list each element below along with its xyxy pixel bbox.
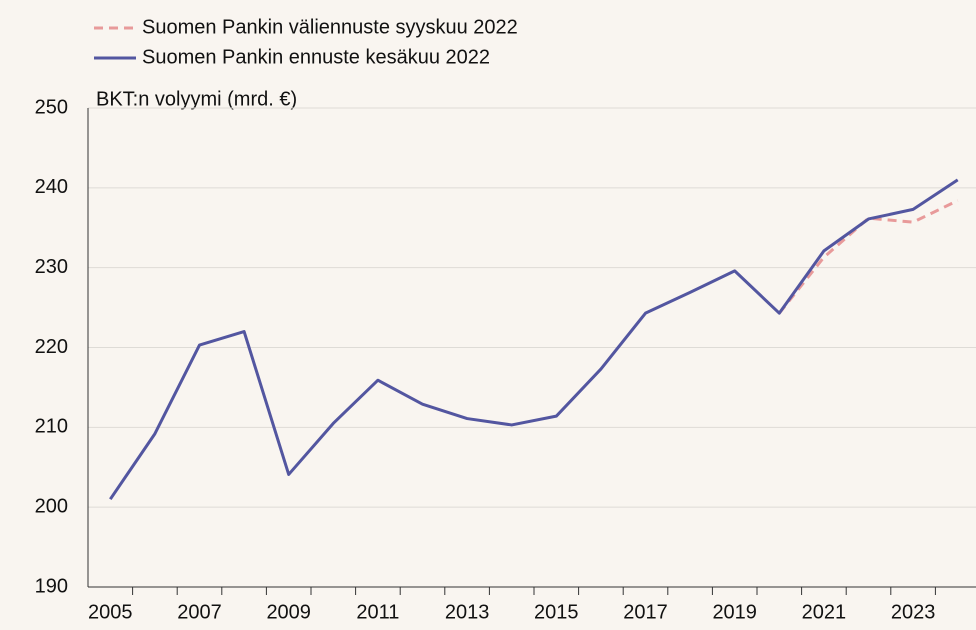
y-tick-label: 200 (35, 495, 68, 517)
y-tick-label: 230 (35, 256, 68, 278)
y-tick-label: 190 (35, 575, 68, 597)
legend-label: Suomen Pankin ennuste kesäkuu 2022 (142, 46, 490, 68)
x-tick-label: 2013 (445, 601, 490, 623)
series-line (109, 178, 959, 501)
x-tick-label: 2019 (712, 601, 757, 623)
x-tick-label: 2017 (623, 601, 668, 623)
series-line (778, 199, 959, 315)
x-tick-label: 2011 (356, 601, 399, 623)
y-tick-label: 210 (35, 416, 68, 438)
legend-label: Suomen Pankin väliennuste syyskuu 2022 (142, 16, 518, 38)
y-axis-label: BKT:n volyymi (mrd. €) (96, 88, 297, 110)
x-tick-label: 2015 (534, 601, 579, 623)
y-tick-label: 240 (35, 176, 68, 198)
y-tick-label: 220 (35, 336, 68, 358)
x-tick-label: 2021 (802, 601, 847, 623)
y-tick-label: 250 (35, 96, 68, 118)
x-tick-label: 2009 (266, 601, 311, 623)
x-tick-label: 2005 (88, 601, 133, 623)
x-tick-label: 2007 (177, 601, 222, 623)
x-tick-label: 2023 (891, 601, 936, 623)
